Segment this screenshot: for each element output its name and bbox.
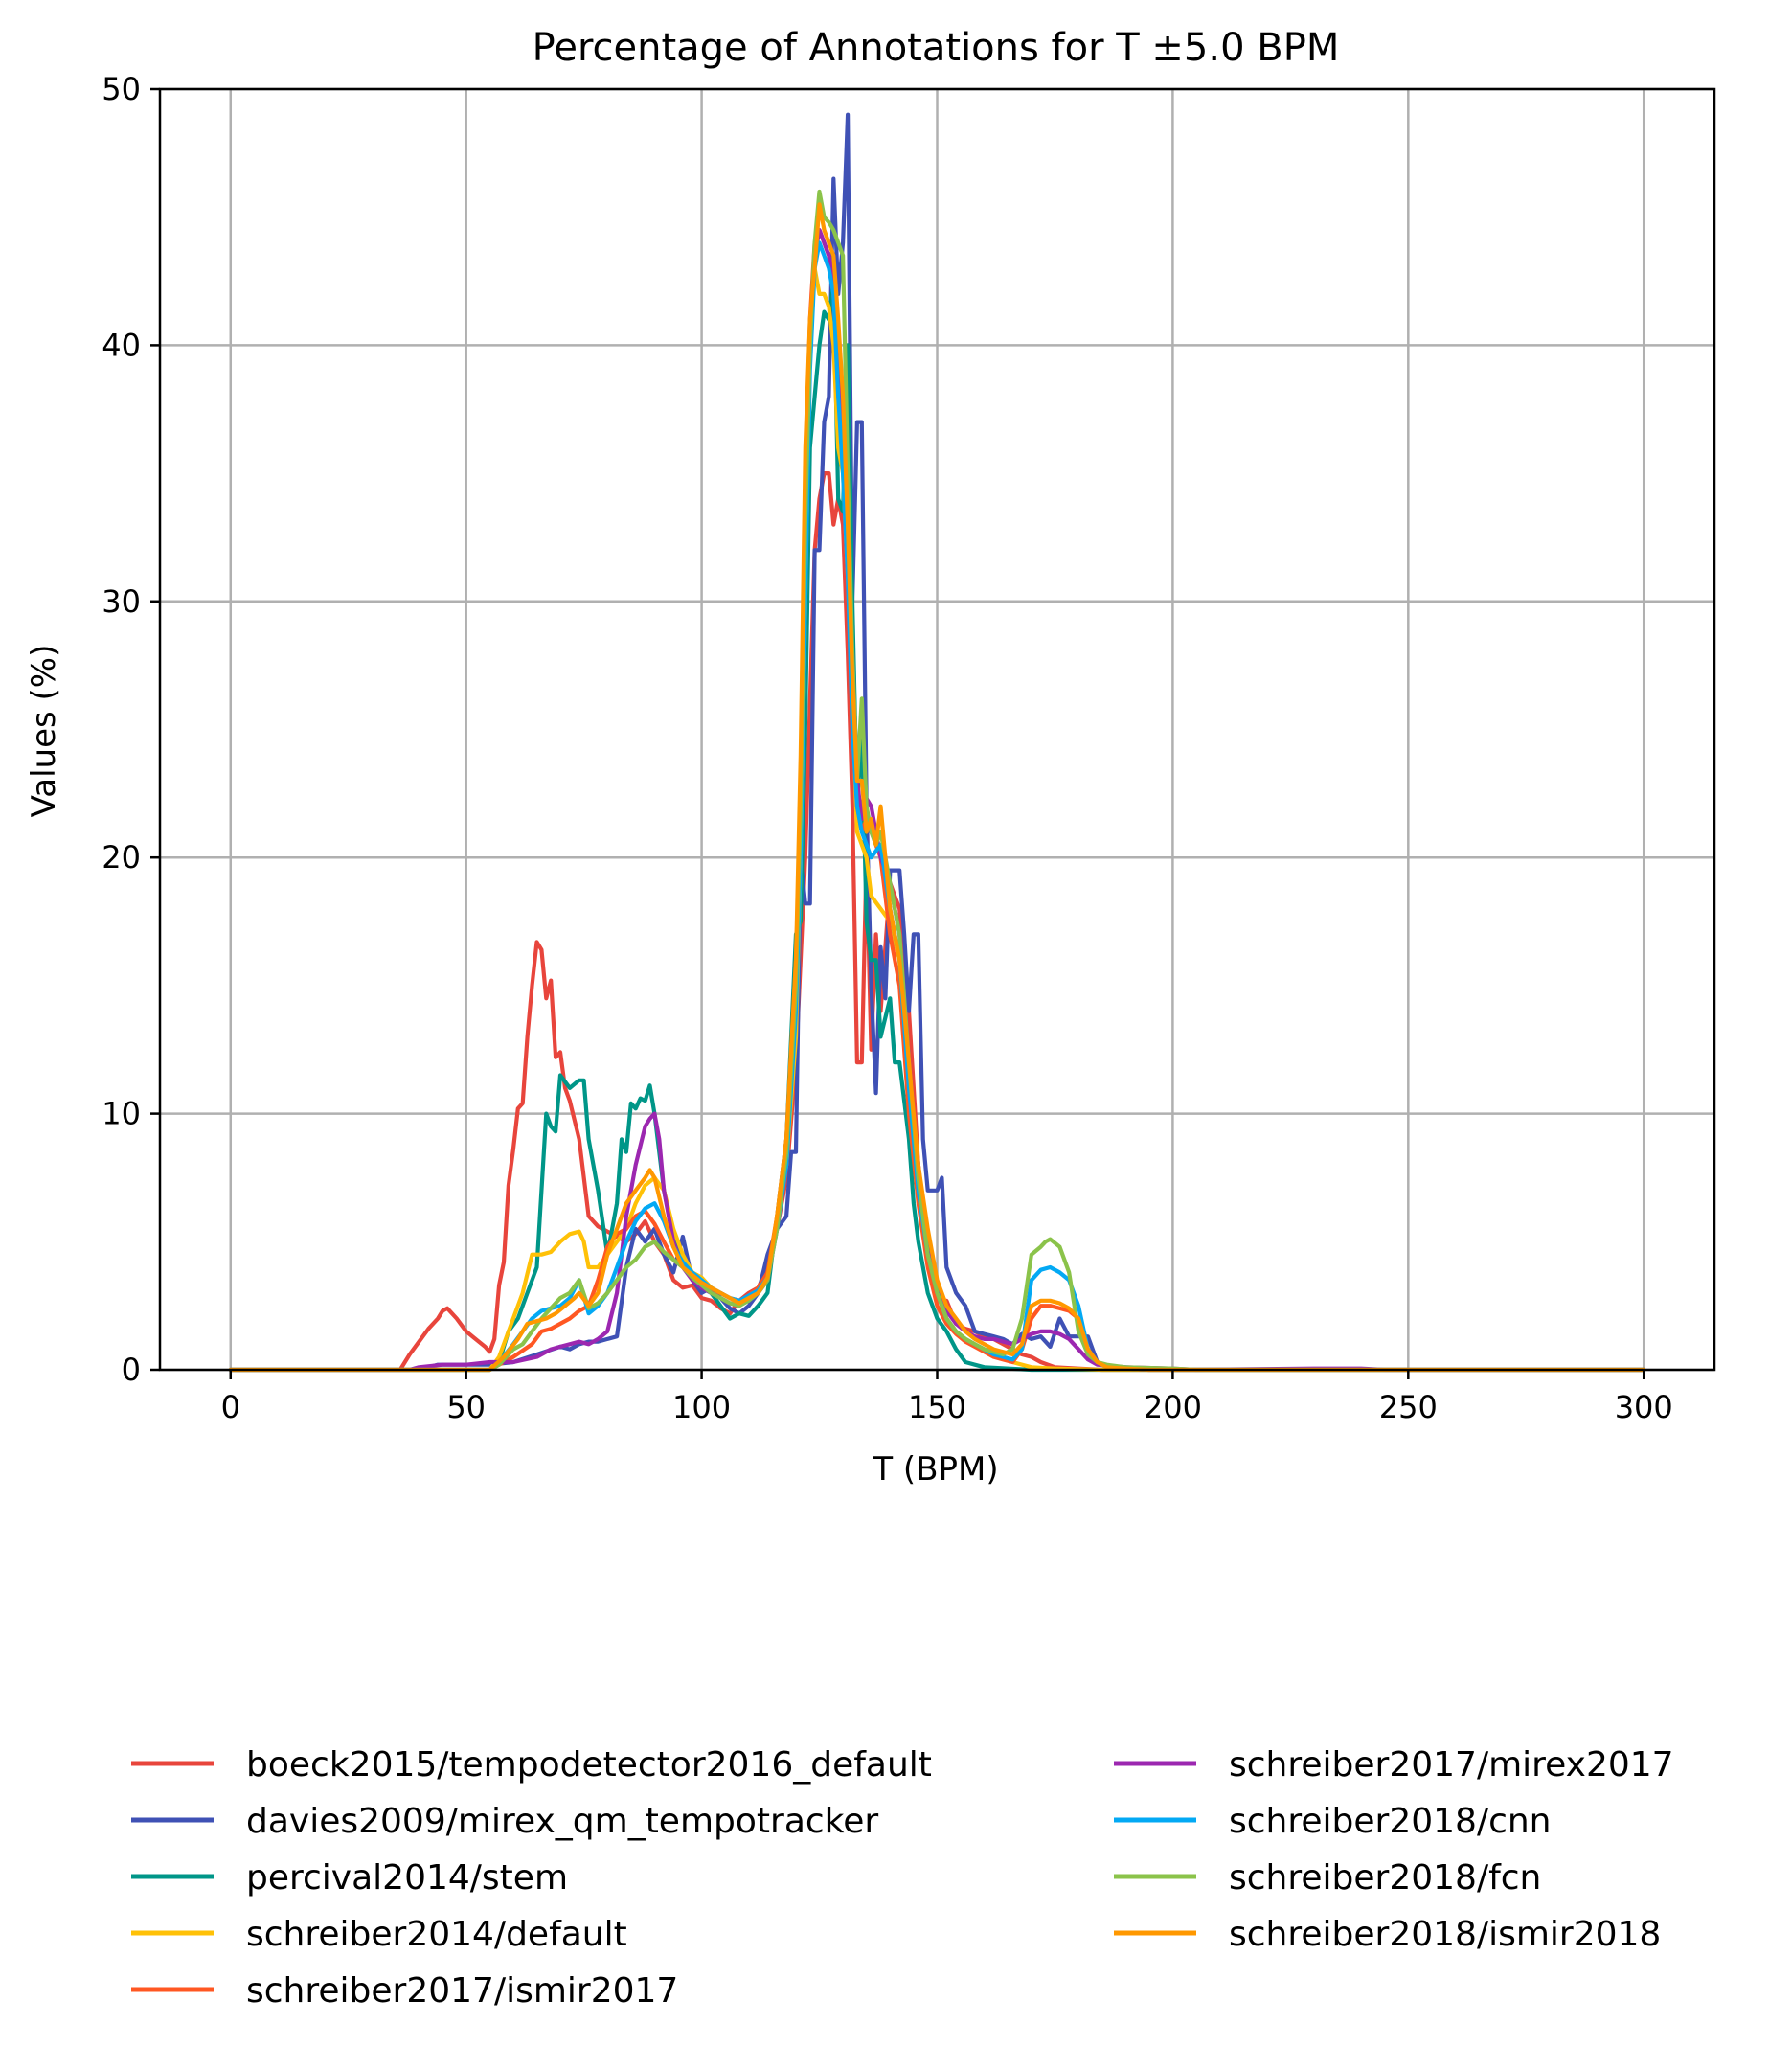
x-tick-label: 50 <box>446 1389 486 1425</box>
y-axis-label: Values (%) <box>25 645 63 818</box>
x-tick-label: 100 <box>672 1389 731 1425</box>
legend-label: schreiber2018/ismir2018 <box>1229 1915 1661 1954</box>
x-tick-label: 150 <box>908 1389 966 1425</box>
legend-label: schreiber2014/default <box>246 1915 627 1954</box>
series-lines <box>228 112 1646 1373</box>
series-line-9 <box>228 202 1646 1373</box>
legend-label: davies2009/mirex_qm_tempotracker <box>246 1802 878 1841</box>
x-tick-label: 250 <box>1379 1389 1438 1425</box>
y-tick-label: 0 <box>122 1352 141 1388</box>
x-axis-label: T (BPM) <box>872 1450 998 1489</box>
legend-label: schreiber2018/cnn <box>1229 1802 1552 1841</box>
legend: boeck2015/tempodetector2016_defaultdavie… <box>131 1745 1674 2011</box>
legend-label: schreiber2017/mirex2017 <box>1229 1745 1674 1785</box>
legend-label: schreiber2017/ismir2017 <box>246 1971 678 2011</box>
series-line-3 <box>228 279 1646 1373</box>
y-tick-label: 30 <box>102 583 141 620</box>
axis-ticks: 0 50 100 150 200 250 300 0 10 20 30 40 50 <box>102 71 1672 1425</box>
legend-label: percival2014/stem <box>246 1858 568 1898</box>
x-tick-label: 300 <box>1615 1389 1673 1425</box>
legend-label: boeck2015/tempodetector2016_default <box>246 1745 932 1785</box>
legend-label: schreiber2018/fcn <box>1229 1858 1541 1898</box>
grid-lines <box>160 87 1714 1372</box>
chart-title: Percentage of Annotations for T ±5.0 BPM <box>533 26 1340 70</box>
series-line-6 <box>228 228 1646 1373</box>
y-tick-label: 10 <box>102 1096 141 1132</box>
y-tick-label: 50 <box>102 71 141 107</box>
y-tick-label: 20 <box>102 839 141 876</box>
series-line-8 <box>228 189 1646 1373</box>
y-tick-label: 40 <box>102 327 141 363</box>
x-tick-label: 200 <box>1144 1389 1202 1425</box>
x-tick-label: 0 <box>221 1389 240 1425</box>
